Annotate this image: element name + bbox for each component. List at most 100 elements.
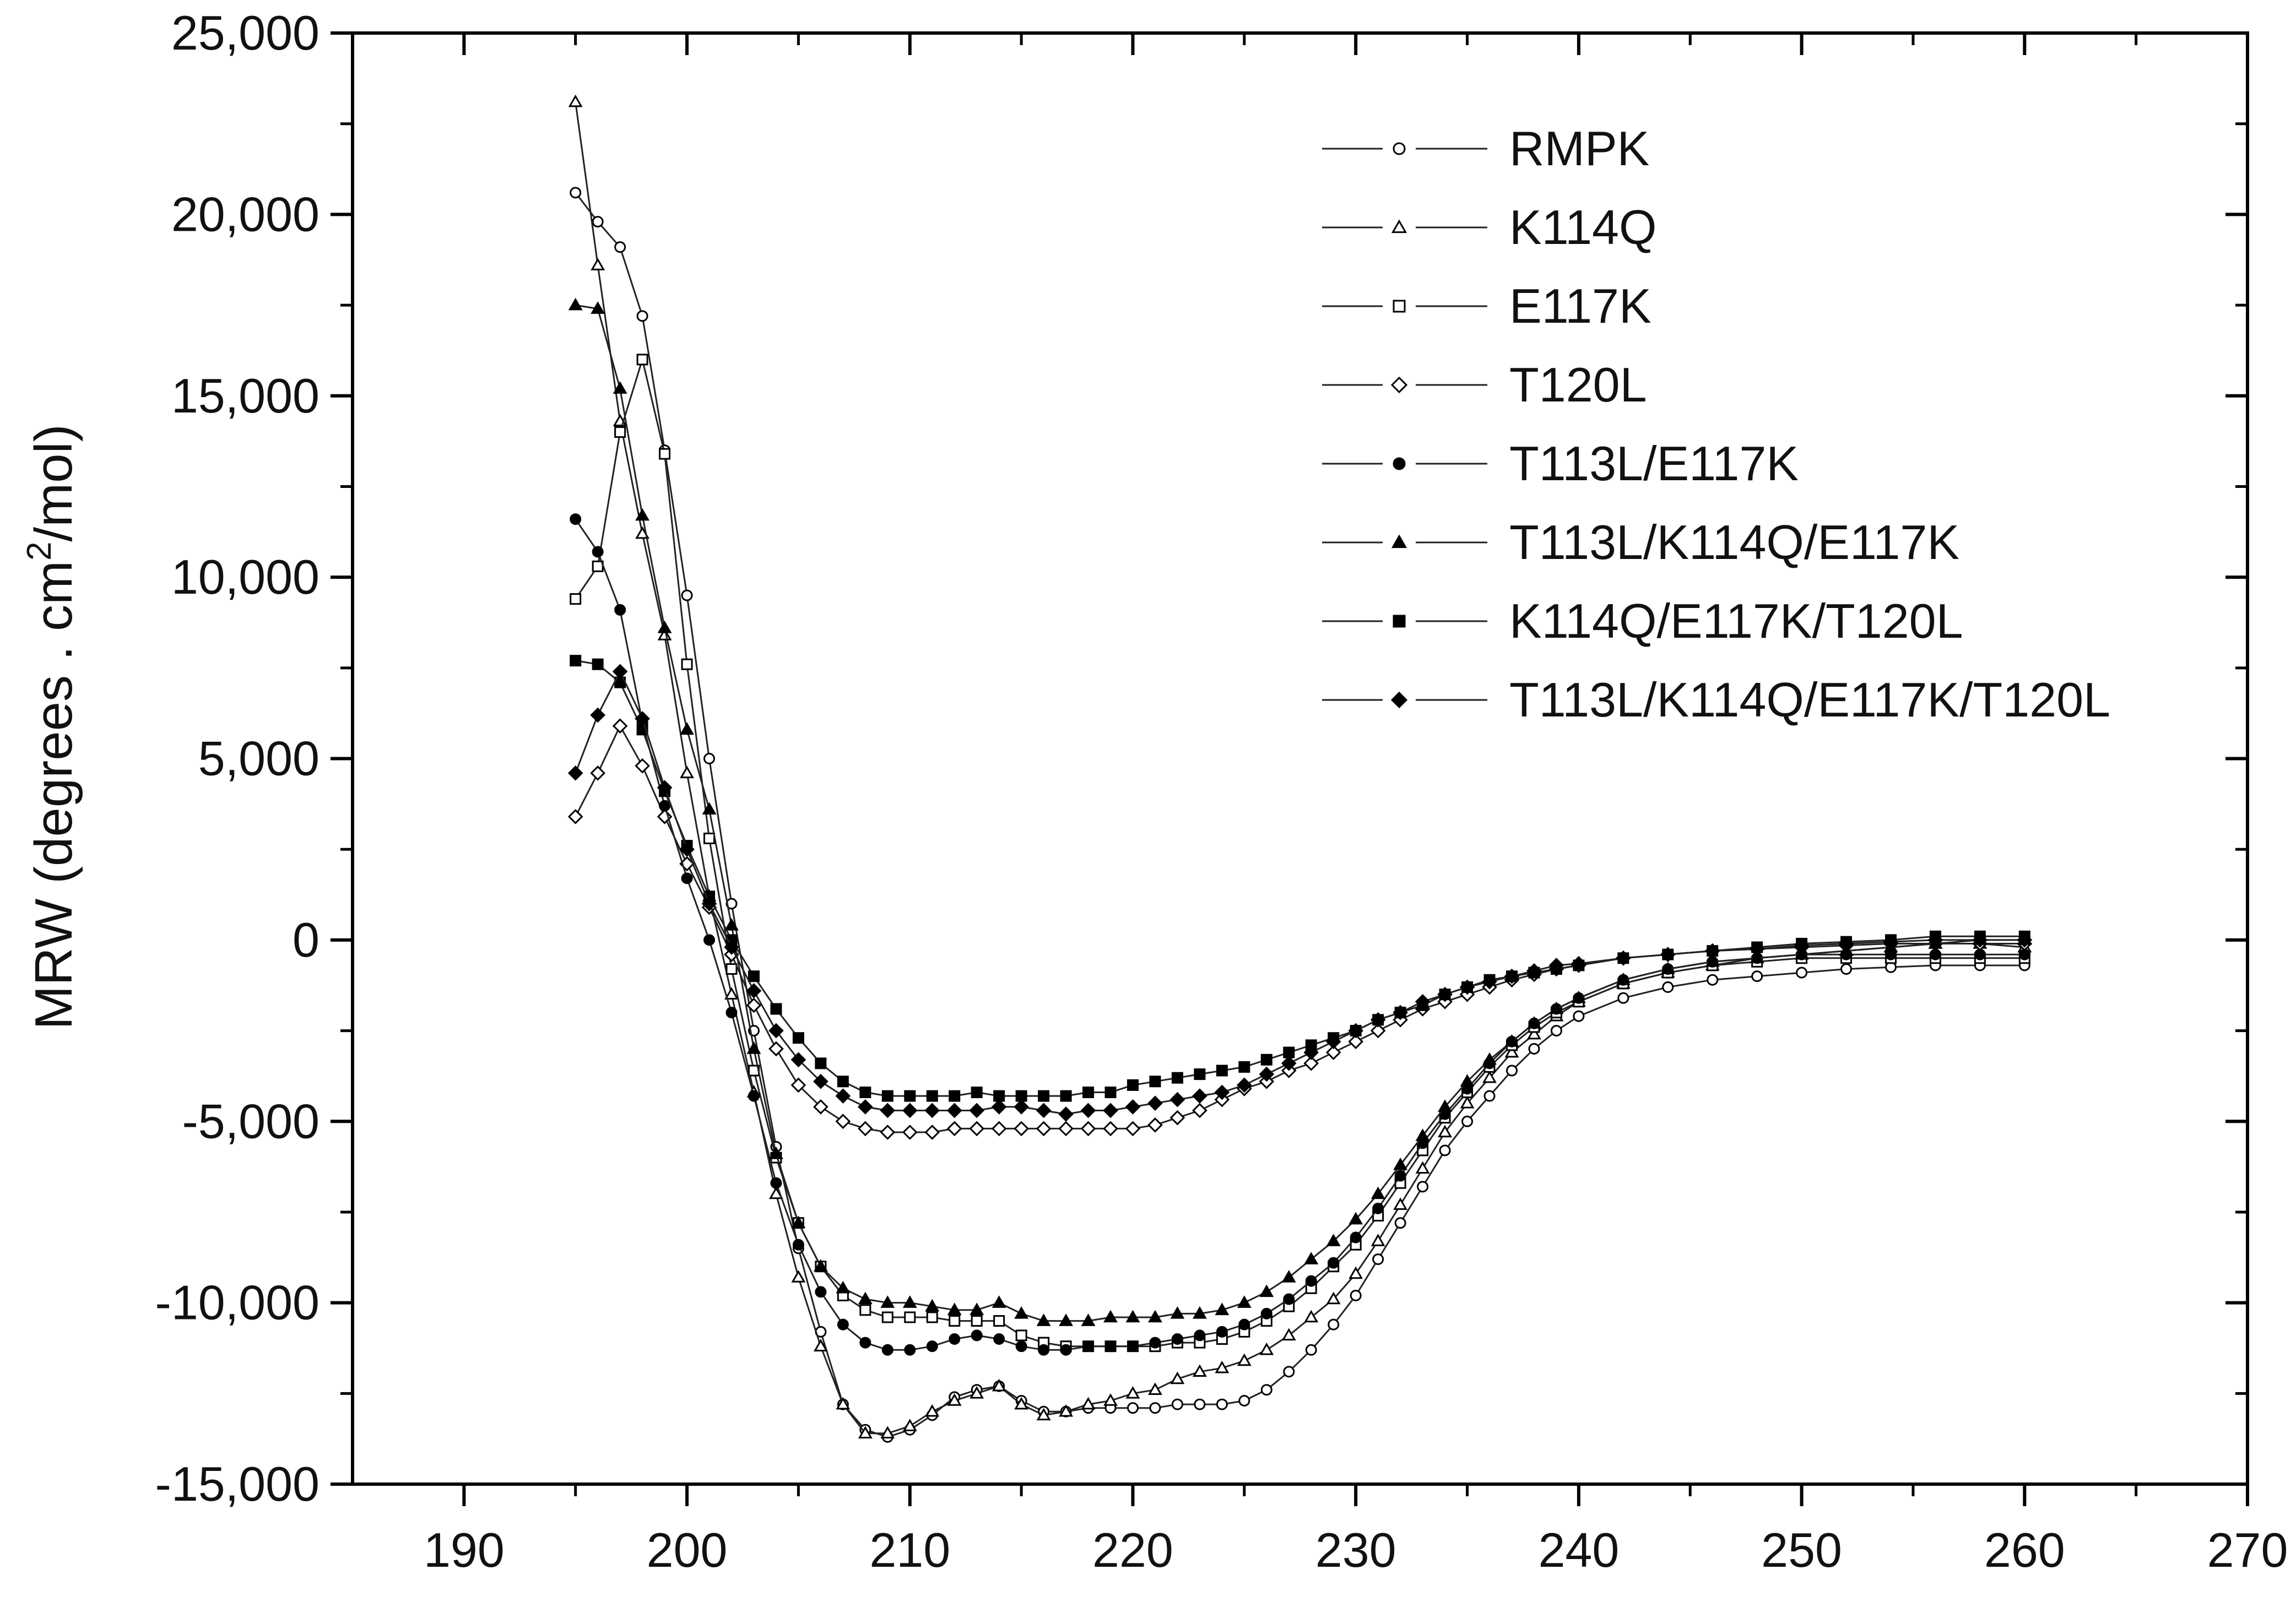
data-point bbox=[1506, 1065, 1518, 1077]
data-point bbox=[1237, 1353, 1252, 1366]
data-point bbox=[657, 780, 673, 796]
data-point bbox=[1393, 1157, 1408, 1170]
plot-frame bbox=[351, 31, 2249, 1486]
data-point bbox=[1015, 1340, 1027, 1353]
data-point bbox=[1148, 1382, 1162, 1395]
data-point bbox=[1349, 1212, 1363, 1225]
data-point bbox=[724, 987, 739, 1000]
data-point bbox=[1617, 992, 1629, 1004]
data-point bbox=[567, 765, 583, 781]
data-point bbox=[1194, 1068, 1206, 1080]
data-point bbox=[836, 1280, 851, 1294]
data-point bbox=[1081, 1397, 1096, 1410]
series-2 bbox=[568, 94, 2032, 1439]
x-tick-label: 210 bbox=[869, 1523, 950, 1577]
data-point bbox=[1192, 1364, 1207, 1377]
data-point bbox=[592, 216, 604, 228]
plot-border bbox=[351, 31, 2249, 1486]
data-point bbox=[614, 604, 626, 616]
data-point bbox=[1281, 1328, 1296, 1341]
data-point bbox=[1439, 1144, 1451, 1156]
data-point bbox=[746, 1041, 761, 1054]
data-point bbox=[880, 1426, 895, 1439]
data-point bbox=[1349, 1266, 1363, 1279]
legend-label: T113L/K114Q/E117K/T120L bbox=[1509, 672, 2110, 727]
data-point bbox=[659, 800, 671, 812]
data-point bbox=[1080, 1121, 1096, 1137]
data-point bbox=[1394, 1170, 1406, 1182]
data-point bbox=[880, 1103, 896, 1118]
data-point bbox=[813, 1259, 828, 1272]
data-point bbox=[1260, 1384, 1272, 1396]
data-point bbox=[813, 1099, 828, 1115]
data-point bbox=[1058, 1121, 1074, 1137]
data-point bbox=[1482, 1070, 1497, 1083]
data-point bbox=[1794, 937, 1810, 953]
data-point bbox=[926, 1340, 938, 1353]
data-point bbox=[837, 1076, 849, 1088]
data-point bbox=[858, 1099, 873, 1115]
data-point bbox=[703, 753, 716, 764]
legend-marker bbox=[1393, 142, 1406, 155]
data-point bbox=[1171, 1072, 1183, 1084]
series-4 bbox=[567, 718, 2033, 1140]
data-point bbox=[790, 1052, 806, 1068]
legend-label: T113L/K114Q/E117K bbox=[1509, 515, 1959, 569]
data-point bbox=[993, 1315, 1005, 1327]
data-point bbox=[1328, 1257, 1340, 1269]
legend-item: T113L/K114Q/E117K/T120L bbox=[1322, 672, 2110, 727]
data-point bbox=[570, 593, 582, 605]
legend-item: T113L/K114Q/E117K bbox=[1322, 515, 1959, 569]
data-point bbox=[1036, 1313, 1051, 1326]
data-point bbox=[591, 258, 605, 270]
y-tick-label: 25,000 bbox=[171, 6, 320, 60]
data-point bbox=[1325, 1045, 1341, 1060]
data-point bbox=[1750, 951, 1764, 964]
legend-label: K114Q bbox=[1509, 200, 1656, 254]
data-point bbox=[1036, 1103, 1052, 1118]
data-point bbox=[858, 1426, 873, 1439]
data-point bbox=[770, 1003, 782, 1015]
data-point bbox=[1660, 947, 1676, 963]
data-point bbox=[636, 310, 648, 322]
data-point bbox=[1616, 950, 1631, 966]
data-point bbox=[1326, 1291, 1341, 1305]
data-point bbox=[1014, 1306, 1029, 1319]
data-point bbox=[969, 1121, 984, 1137]
legend-item: K114Q/E117K/T120L bbox=[1322, 594, 1963, 648]
data-point bbox=[681, 589, 693, 601]
data-point bbox=[1125, 1386, 1140, 1399]
data-point bbox=[792, 1032, 804, 1044]
x-tick-label: 230 bbox=[1315, 1523, 1396, 1577]
data-point bbox=[949, 1090, 961, 1102]
data-point bbox=[791, 1215, 806, 1228]
data-point bbox=[1393, 1197, 1408, 1210]
data-point bbox=[858, 1291, 873, 1305]
x-axis: 190 200 210 220 230 240 250 260 270 bbox=[424, 33, 2288, 1577]
data-point bbox=[1014, 1099, 1029, 1115]
data-point bbox=[1504, 968, 1520, 984]
data-point bbox=[881, 1311, 894, 1323]
data-point bbox=[970, 1386, 984, 1399]
data-point bbox=[1350, 1289, 1362, 1301]
y-tick-label: 15,000 bbox=[171, 368, 320, 423]
x-tick-label: 250 bbox=[1761, 1523, 1842, 1577]
data-point bbox=[1573, 1010, 1585, 1022]
data-point bbox=[1303, 1056, 1319, 1071]
data-point bbox=[1194, 1398, 1206, 1410]
data-point bbox=[770, 1177, 782, 1189]
legend-label: E117K bbox=[1509, 279, 1651, 333]
data-point bbox=[902, 1419, 917, 1431]
data-point bbox=[570, 513, 582, 525]
data-point bbox=[790, 1077, 806, 1093]
data-point bbox=[1415, 1128, 1430, 1141]
data-point bbox=[1504, 1045, 1519, 1058]
x-tick-label: 270 bbox=[2207, 1523, 2288, 1577]
legend-item: RMPK bbox=[1322, 121, 1649, 176]
data-point bbox=[1417, 1181, 1429, 1193]
data-point bbox=[612, 664, 628, 680]
data-point bbox=[703, 934, 716, 946]
data-point bbox=[1127, 1340, 1139, 1353]
data-point bbox=[680, 722, 694, 735]
data-point bbox=[992, 1378, 1006, 1392]
